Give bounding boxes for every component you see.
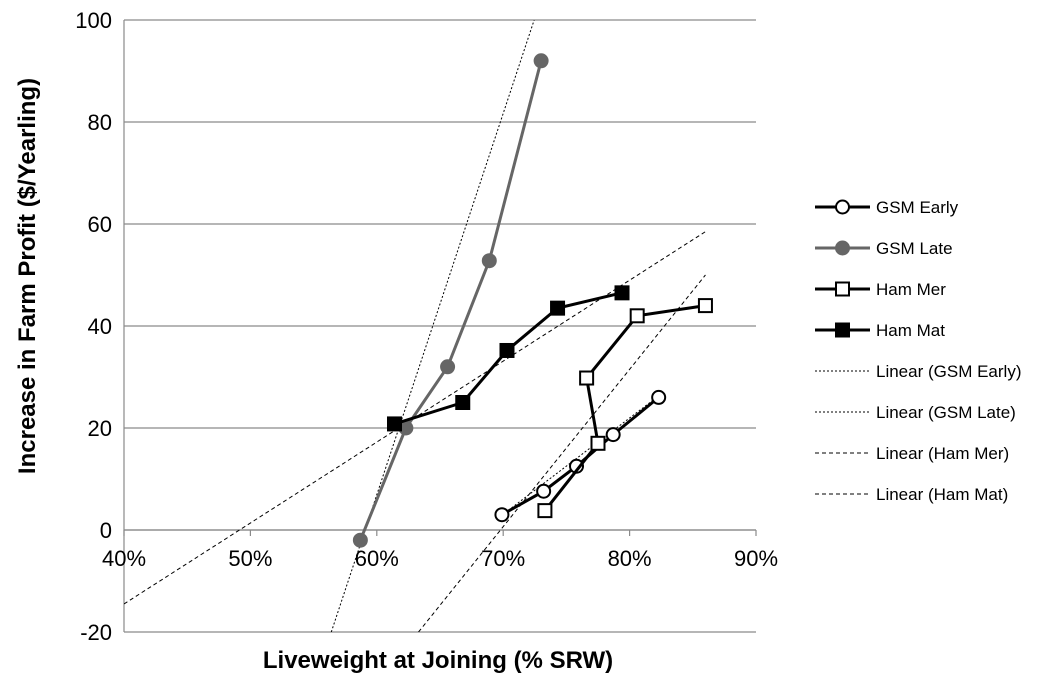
y-axis-title: Increase in Farm Profit ($/Yearling) xyxy=(14,78,41,474)
data-point xyxy=(651,389,667,405)
data-point xyxy=(550,300,566,316)
legend-marker xyxy=(835,281,850,297)
legend-marker xyxy=(835,322,850,338)
trendline xyxy=(418,274,706,632)
data-point xyxy=(579,370,595,386)
x-tick-label: 90% xyxy=(734,546,778,571)
y-tick-label: 80 xyxy=(88,110,112,135)
y-tick-label: -20 xyxy=(80,620,112,645)
x-axis-title: Liveweight at Joining (% SRW) xyxy=(263,647,613,674)
y-tick-label: 0 xyxy=(100,518,112,543)
data-point xyxy=(590,435,606,451)
data-point xyxy=(533,53,549,69)
legend-label: Ham Mer xyxy=(876,280,946,299)
gridlines xyxy=(123,19,757,633)
legend: GSM Early GSM Late Ham Mer Ham Mat Linear (G… xyxy=(815,198,1021,504)
x-tick-label: 50% xyxy=(228,546,272,571)
data-point xyxy=(440,359,456,375)
data-point xyxy=(455,395,471,410)
data-point xyxy=(494,507,510,523)
legend-label: GSM Late xyxy=(876,239,953,258)
series-line xyxy=(358,60,543,541)
data-point xyxy=(386,416,402,432)
series-line xyxy=(543,304,706,512)
legend-marker xyxy=(835,240,850,256)
data-point xyxy=(605,427,621,443)
legend-label: Linear (Ham Mat) xyxy=(876,485,1008,504)
legend-label: Ham Mat xyxy=(876,321,945,340)
trendline xyxy=(330,20,535,632)
x-tick-label: 40% xyxy=(102,546,146,571)
x-tick-label: 80% xyxy=(608,546,652,571)
data-point xyxy=(697,298,713,314)
data-series xyxy=(352,53,713,548)
data-point xyxy=(629,308,645,324)
x-tick-label: 60% xyxy=(355,546,399,571)
y-tick-label: 60 xyxy=(88,212,112,237)
data-point xyxy=(481,253,497,269)
legend-label: GSM Early xyxy=(876,198,959,217)
y-tick-label: 100 xyxy=(75,8,112,33)
legend-label: Linear (Ham Mer) xyxy=(876,444,1009,463)
legend-label: Linear (GSM Early) xyxy=(876,362,1021,381)
x-tick-label: 70% xyxy=(481,546,525,571)
data-point xyxy=(499,342,515,358)
legend-label: Linear (GSM Late) xyxy=(876,403,1016,422)
legend-marker xyxy=(835,199,850,215)
y-tick-labels: -20 0 20 40 60 80 100 xyxy=(75,8,112,645)
trendline xyxy=(501,395,659,516)
data-point xyxy=(614,285,630,301)
data-point xyxy=(537,503,553,519)
y-tick-label: 20 xyxy=(88,416,112,441)
x-tick-labels: 40% 50% 60% 70% 80% 90% xyxy=(102,546,778,571)
y-tick-label: 40 xyxy=(88,314,112,339)
data-point xyxy=(536,483,552,499)
data-point xyxy=(352,532,368,548)
